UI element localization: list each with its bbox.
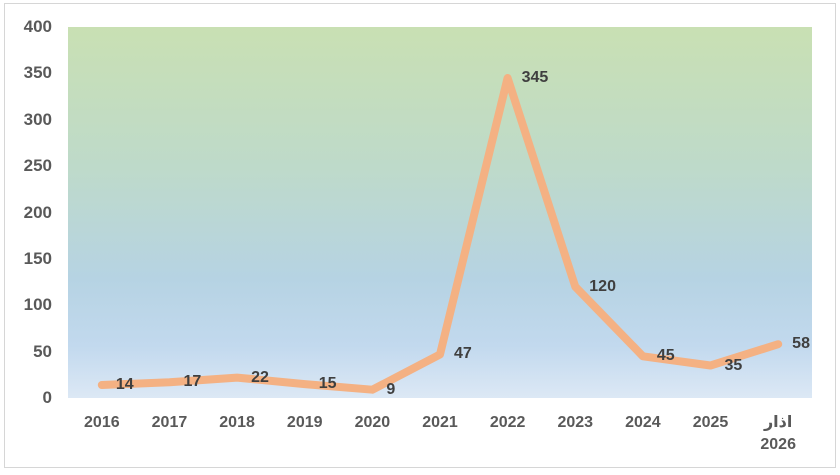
plot-area xyxy=(68,27,812,398)
data-label: 17 xyxy=(183,373,202,391)
y-tick-label: 400 xyxy=(23,17,52,36)
trend-line xyxy=(97,74,783,394)
y-tick-label: 350 xyxy=(23,63,52,83)
data-label: 47 xyxy=(454,345,472,363)
data-label: 9 xyxy=(386,380,396,398)
y-tick-label: 150 xyxy=(23,248,52,268)
x-axis-label: 2016 xyxy=(84,414,120,431)
data-label: 58 xyxy=(792,335,810,353)
y-tick-label: 200 xyxy=(23,202,52,222)
y-tick-label: 50 xyxy=(33,341,52,361)
y-tick-label: 100 xyxy=(23,295,52,315)
data-label: 14 xyxy=(115,376,134,393)
x-axis-label: 2019 xyxy=(286,414,323,431)
x-axis-label: 2021 xyxy=(422,414,458,431)
x-axis-label: 2023 xyxy=(557,414,594,431)
x-axis-label: 2025 xyxy=(692,414,729,431)
y-tick-label: 250 xyxy=(23,156,52,176)
x-axis-label: 2017 xyxy=(151,414,188,431)
x-axis-label: 2020 xyxy=(354,414,391,431)
x-axis-label: 2018 xyxy=(219,414,255,431)
x-axis-label: 2024 xyxy=(625,414,661,431)
data-label: 22 xyxy=(251,368,269,386)
data-label: 15 xyxy=(318,375,337,393)
y-tick-label: 300 xyxy=(23,109,52,129)
data-label: 35 xyxy=(724,356,743,374)
y-tick-label: 0 xyxy=(42,388,52,407)
line-series-svg xyxy=(97,74,783,394)
data-label: 120 xyxy=(589,277,616,295)
x-axis-label: 2022 xyxy=(489,414,526,431)
data-label: 345 xyxy=(521,69,549,86)
x-axis-label: اذار 2026 xyxy=(760,414,796,453)
data-label: 45 xyxy=(656,347,675,365)
